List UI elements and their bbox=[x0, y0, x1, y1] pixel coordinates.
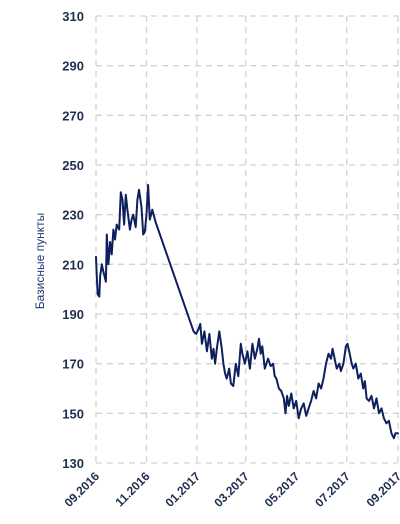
y-tick-label: 150 bbox=[62, 406, 84, 421]
y-axis-ticks: 130 150 170 190 210 230 250 270 290 310 bbox=[62, 9, 84, 471]
series-line bbox=[95, 183, 399, 440]
x-axis-ticks: 09.2016 11.2016 01.2017 03.2017 05.2017 07.20… bbox=[62, 469, 400, 510]
y-tick-label: 210 bbox=[62, 257, 84, 272]
x-tick-label: 01.2017 bbox=[162, 469, 203, 510]
y-axis-label: Базисные пункты bbox=[33, 213, 47, 310]
y-tick-label: 170 bbox=[62, 357, 84, 372]
x-tick-label: 11.2016 bbox=[112, 469, 152, 509]
y-tick-label: 230 bbox=[62, 208, 84, 223]
y-tick-label: 190 bbox=[62, 307, 84, 322]
y-tick-label: 130 bbox=[62, 456, 84, 471]
x-tick-label: 09.2016 bbox=[62, 469, 103, 510]
x-tick-label: 03.2017 bbox=[211, 469, 252, 510]
x-tick-label: 05.2017 bbox=[262, 469, 303, 510]
y-tick-label: 250 bbox=[62, 158, 84, 173]
y-tick-label: 310 bbox=[62, 9, 84, 24]
x-tick-label: 07.2017 bbox=[312, 469, 353, 510]
series-group bbox=[95, 183, 399, 440]
y-tick-label: 290 bbox=[62, 59, 84, 74]
grid bbox=[95, 15, 399, 464]
x-tick-label: 09.2017 bbox=[364, 469, 400, 510]
y-tick-label: 270 bbox=[62, 108, 84, 123]
